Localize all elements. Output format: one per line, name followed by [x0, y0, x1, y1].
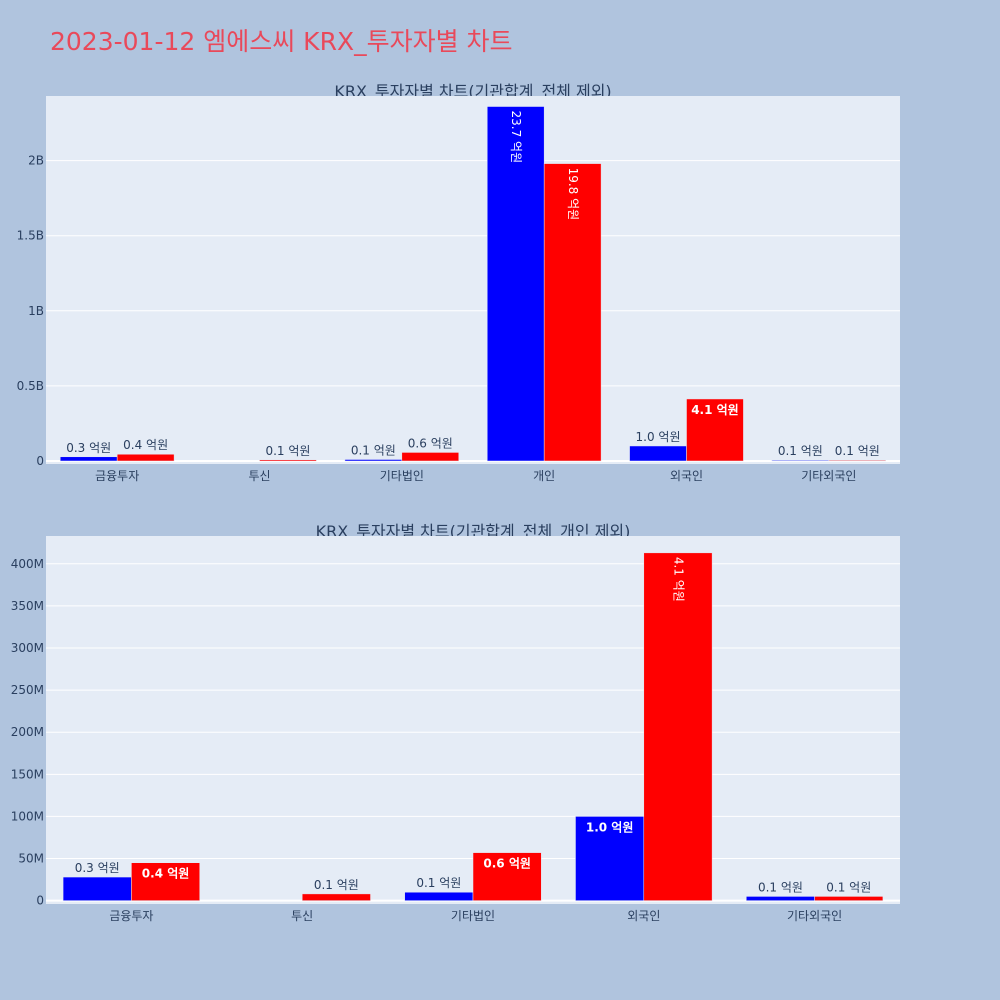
data-label: 0.1 억원: [758, 880, 803, 894]
data-label: 4.1 억원: [691, 403, 739, 417]
data-label: 0.1 억원: [826, 880, 871, 894]
x-tick-label: 투신: [291, 909, 313, 923]
data-label: 0.1 억원: [351, 443, 396, 457]
bar: [746, 896, 815, 901]
y-tick-label: 200M: [11, 725, 44, 739]
bar: [131, 862, 200, 901]
y-tick-label: 0: [36, 894, 44, 908]
bar: [62, 876, 132, 901]
y-tick-label: 250M: [11, 683, 44, 697]
plot-area: [46, 96, 900, 464]
y-tick-label: 0.5B: [17, 379, 44, 393]
data-label: 0.1 억원: [314, 878, 359, 892]
page-title: 2023-01-12 엠에스씨 KRX_투자자별 차트: [50, 27, 513, 56]
x-tick-label: 외국인: [627, 909, 660, 923]
bar: [828, 459, 887, 462]
plot-area: [46, 536, 900, 904]
y-tick-label: 50M: [18, 852, 44, 866]
y-tick-label: 400M: [11, 557, 44, 571]
data-label: 0.6 억원: [483, 857, 531, 871]
data-label: 0.3 억원: [66, 441, 111, 455]
bar: [472, 852, 542, 901]
data-label: 0.4 억원: [142, 867, 190, 881]
data-label: 1.0 억원: [586, 820, 634, 834]
bar: [401, 452, 460, 462]
data-label: 19.8 억원: [566, 168, 580, 221]
data-label: 0.1 억원: [778, 444, 823, 458]
bar: [814, 896, 884, 901]
x-tick-label: 기타외국인: [787, 909, 842, 923]
y-tick-label: 1.5B: [17, 229, 44, 243]
bar: [404, 891, 474, 901]
y-tick-label: 0: [36, 454, 44, 468]
x-tick-label: 기타외국인: [801, 469, 856, 483]
data-label: 0.3 억원: [75, 861, 120, 875]
x-tick-label: 기타법인: [451, 909, 495, 923]
data-label: 0.6 억원: [408, 436, 453, 450]
bar: [686, 398, 744, 462]
y-tick-label: 300M: [11, 641, 44, 655]
x-tick-label: 투신: [248, 469, 270, 483]
data-label: 0.1 억원: [835, 444, 880, 458]
x-tick-label: 개인: [533, 469, 555, 483]
bar: [575, 816, 645, 901]
data-label: 23.7 억원: [509, 111, 523, 164]
bar: [486, 106, 545, 462]
bar: [643, 552, 713, 901]
bar: [116, 453, 175, 462]
x-tick-label: 기타법인: [380, 469, 424, 483]
bar: [543, 163, 602, 462]
data-label: 4.1 억원: [671, 557, 685, 602]
y-tick-label: 1B: [28, 304, 44, 318]
data-label: 0.1 억원: [416, 876, 461, 890]
y-tick-label: 350M: [11, 599, 44, 613]
x-tick-label: 금융투자: [109, 909, 153, 923]
x-tick-label: 금융투자: [95, 469, 139, 483]
data-label: 1.0 억원: [636, 430, 681, 444]
y-tick-label: 100M: [11, 809, 44, 823]
bar: [259, 459, 317, 462]
y-tick-label: 150M: [11, 767, 44, 781]
data-label: 0.4 억원: [123, 438, 168, 452]
data-label: 0.1 억원: [265, 444, 310, 458]
bar: [301, 893, 371, 901]
y-tick-label: 2B: [28, 154, 44, 168]
x-tick-label: 외국인: [670, 469, 703, 483]
